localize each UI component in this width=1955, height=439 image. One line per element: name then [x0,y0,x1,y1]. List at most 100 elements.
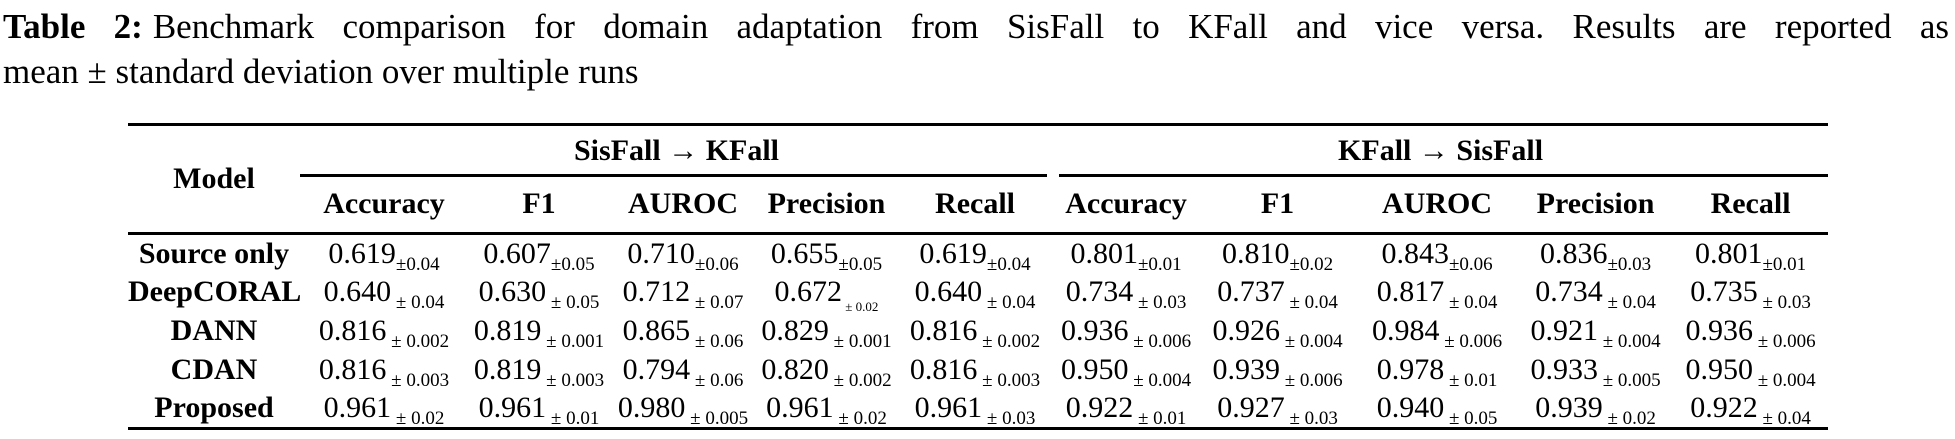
group-header-row: Model SisFall → KFall KFall → SisFall [128,124,1829,235]
metric-mean: 0.710 [627,236,695,270]
paper-table-figure: Table 2: Benchmark comparison for domain … [0,0,1955,430]
metric-mean: 0.933 [1530,353,1598,386]
metric-value-cell: 0.829 ± 0.001 [756,312,897,352]
metric-mean: 0.865 [622,314,691,347]
metric-std: ± 0.01 [1133,408,1187,430]
metric-std: ± 0.04 [391,292,445,313]
metric-header-row: Accuracy F1 AUROC Precision Recall Accur… [128,176,1829,235]
metric-std: ± 0.006 [1128,331,1192,352]
column-header-f1-left: F1 [468,176,610,235]
metric-std: ±0.05 [838,253,883,275]
metric-std: ± 0.04 [982,292,1036,313]
row-label-dann: DANN [170,314,258,347]
column-header-recall-left: Recall [897,176,1054,235]
column-header-model: Model [128,124,300,235]
metric-value-cell: 0.712 ± 0.07 [610,273,756,313]
metric-value-cell: 0.927 ± 0.03 [1199,389,1357,430]
metric-mean: 0.735 [1690,275,1758,308]
metric-value-cell: 0.794 ± 0.06 [610,351,756,391]
metric-value-cell: 0.922 ± 0.01 [1053,389,1200,430]
metric-std: ± 0.03 [1284,408,1338,430]
metric-std: ± 0.006 [1279,370,1343,391]
metric-mean: 0.619 [919,236,987,270]
metric-mean: 0.961 [478,391,547,425]
metric-value-cell: 0.801±0.01 [1673,234,1828,275]
metric-value-cell: 0.640 ± 0.04 [300,273,468,313]
metric-mean: 0.961 [914,391,983,425]
metric-std: ±0.04 [395,253,440,275]
metric-value-cell: 0.936 ± 0.006 [1673,312,1828,352]
metric-value-cell: 0.734 ± 0.04 [1518,273,1673,313]
caption-label: Table 2: [3,7,143,46]
metric-mean: 0.939 [1535,391,1603,425]
table-caption: Table 2: Benchmark comparison for domain … [0,0,1955,94]
metric-value-cell: 0.940 ± 0.05 [1356,389,1519,430]
metric-mean: 0.950 [1060,353,1129,386]
column-header-f1-right: F1 [1199,176,1357,235]
column-header-recall-right: Recall [1673,176,1829,235]
metric-mean: 0.734 [1535,275,1603,308]
metric-mean: 0.816 [909,314,978,347]
group-header-sisfall-to-kfall: SisFall → KFall [300,125,1053,177]
metric-value-cell: 0.926 ± 0.004 [1199,312,1356,352]
metric-value-cell: 0.619±0.04 [897,234,1053,275]
benchmark-table: Model SisFall → KFall KFall → SisFall Ac… [128,123,1829,430]
metric-std: ± 0.003 [977,370,1041,391]
metric-std: ± 0.006 [1752,331,1816,352]
metric-value-cell: 0.819 ± 0.001 [468,312,610,352]
metric-std: ± 0.05 [1444,408,1498,430]
metric-mean: 0.927 [1217,391,1285,425]
metric-std: ± 0.02 [842,299,879,314]
metric-value-cell: 0.843±0.06 [1356,234,1518,275]
metric-std: ± 0.003 [541,370,605,391]
column-header-auroc-right: AUROC [1356,176,1519,235]
metric-std: ± 0.002 [977,331,1041,352]
metric-mean: 0.734 [1065,275,1134,308]
metric-value-cell: 0.978 ± 0.01 [1356,351,1518,391]
row-label-proposed: Proposed [128,389,300,430]
metric-mean: 0.978 [1376,353,1445,386]
metric-std: ±0.04 [986,253,1031,275]
metric-value-cell: 0.619±0.04 [300,234,468,275]
metric-std: ± 0.001 [541,331,605,352]
metric-std: ± 0.02 [833,408,887,430]
caption-text-line1: Benchmark comparison for domain adaptati… [152,7,1949,46]
metric-std: ± 0.03 [1757,292,1811,313]
metric-std: ± 0.005 [1597,370,1661,391]
metric-value-cell: 0.820 ± 0.002 [756,351,897,391]
metric-std: ±0.01 [1762,253,1807,275]
table-row: Source only 0.619±0.04 0.607±0.05 0.710±0.0… [128,234,1828,275]
metric-std: ± 0.002 [386,331,450,352]
metric-value-cell: 0.607±0.05 [468,234,610,275]
row-label-cdan: CDAN [170,353,258,386]
metric-mean: 0.817 [1376,275,1445,308]
metric-std: ± 0.03 [1133,292,1187,313]
table-row: DeepCORAL 0.640 ± 0.04 0.630 ± 0.05 0.712 ±… [128,273,1828,314]
caption-text-line2: mean ± standard deviation over multiple … [3,52,639,91]
metric-value-cell: 0.816 ± 0.002 [897,312,1053,352]
metric-std: ±0.06 [694,253,739,275]
metric-mean: 0.655 [770,236,839,270]
metric-value-cell: 0.922 ± 0.04 [1673,389,1829,430]
metric-value-cell: 0.961 ± 0.02 [300,389,468,430]
metric-value-cell: 0.961 ± 0.03 [897,389,1054,430]
table-row: Proposed 0.961 ± 0.02 0.961 ± 0.01 0.980 ± … [128,389,1829,430]
metric-std: ± 0.05 [546,292,600,313]
metric-value-cell: 0.710±0.06 [610,234,756,275]
metric-mean: 0.794 [622,353,691,386]
metric-value-cell: 0.980 ± 0.005 [610,389,756,430]
metric-mean: 0.819 [473,314,542,347]
metric-mean: 0.640 [914,275,983,308]
metric-mean: 0.630 [478,275,547,308]
column-header-accuracy-right: Accuracy [1053,176,1200,235]
metric-std: ± 0.004 [1597,331,1661,352]
metric-value-cell: 0.984 ± 0.006 [1356,312,1518,352]
column-header-accuracy-left: Accuracy [300,176,468,235]
metric-mean: 0.926 [1212,314,1280,347]
metric-value-cell: 0.734 ± 0.03 [1053,273,1199,313]
metric-std: ±0.03 [1607,253,1652,275]
row-label-source-only: Source only [138,236,290,270]
metric-mean: 0.801 [1694,236,1763,270]
metric-std: ± 0.04 [1602,292,1656,313]
metric-value-cell: 0.816 ± 0.003 [300,351,468,391]
